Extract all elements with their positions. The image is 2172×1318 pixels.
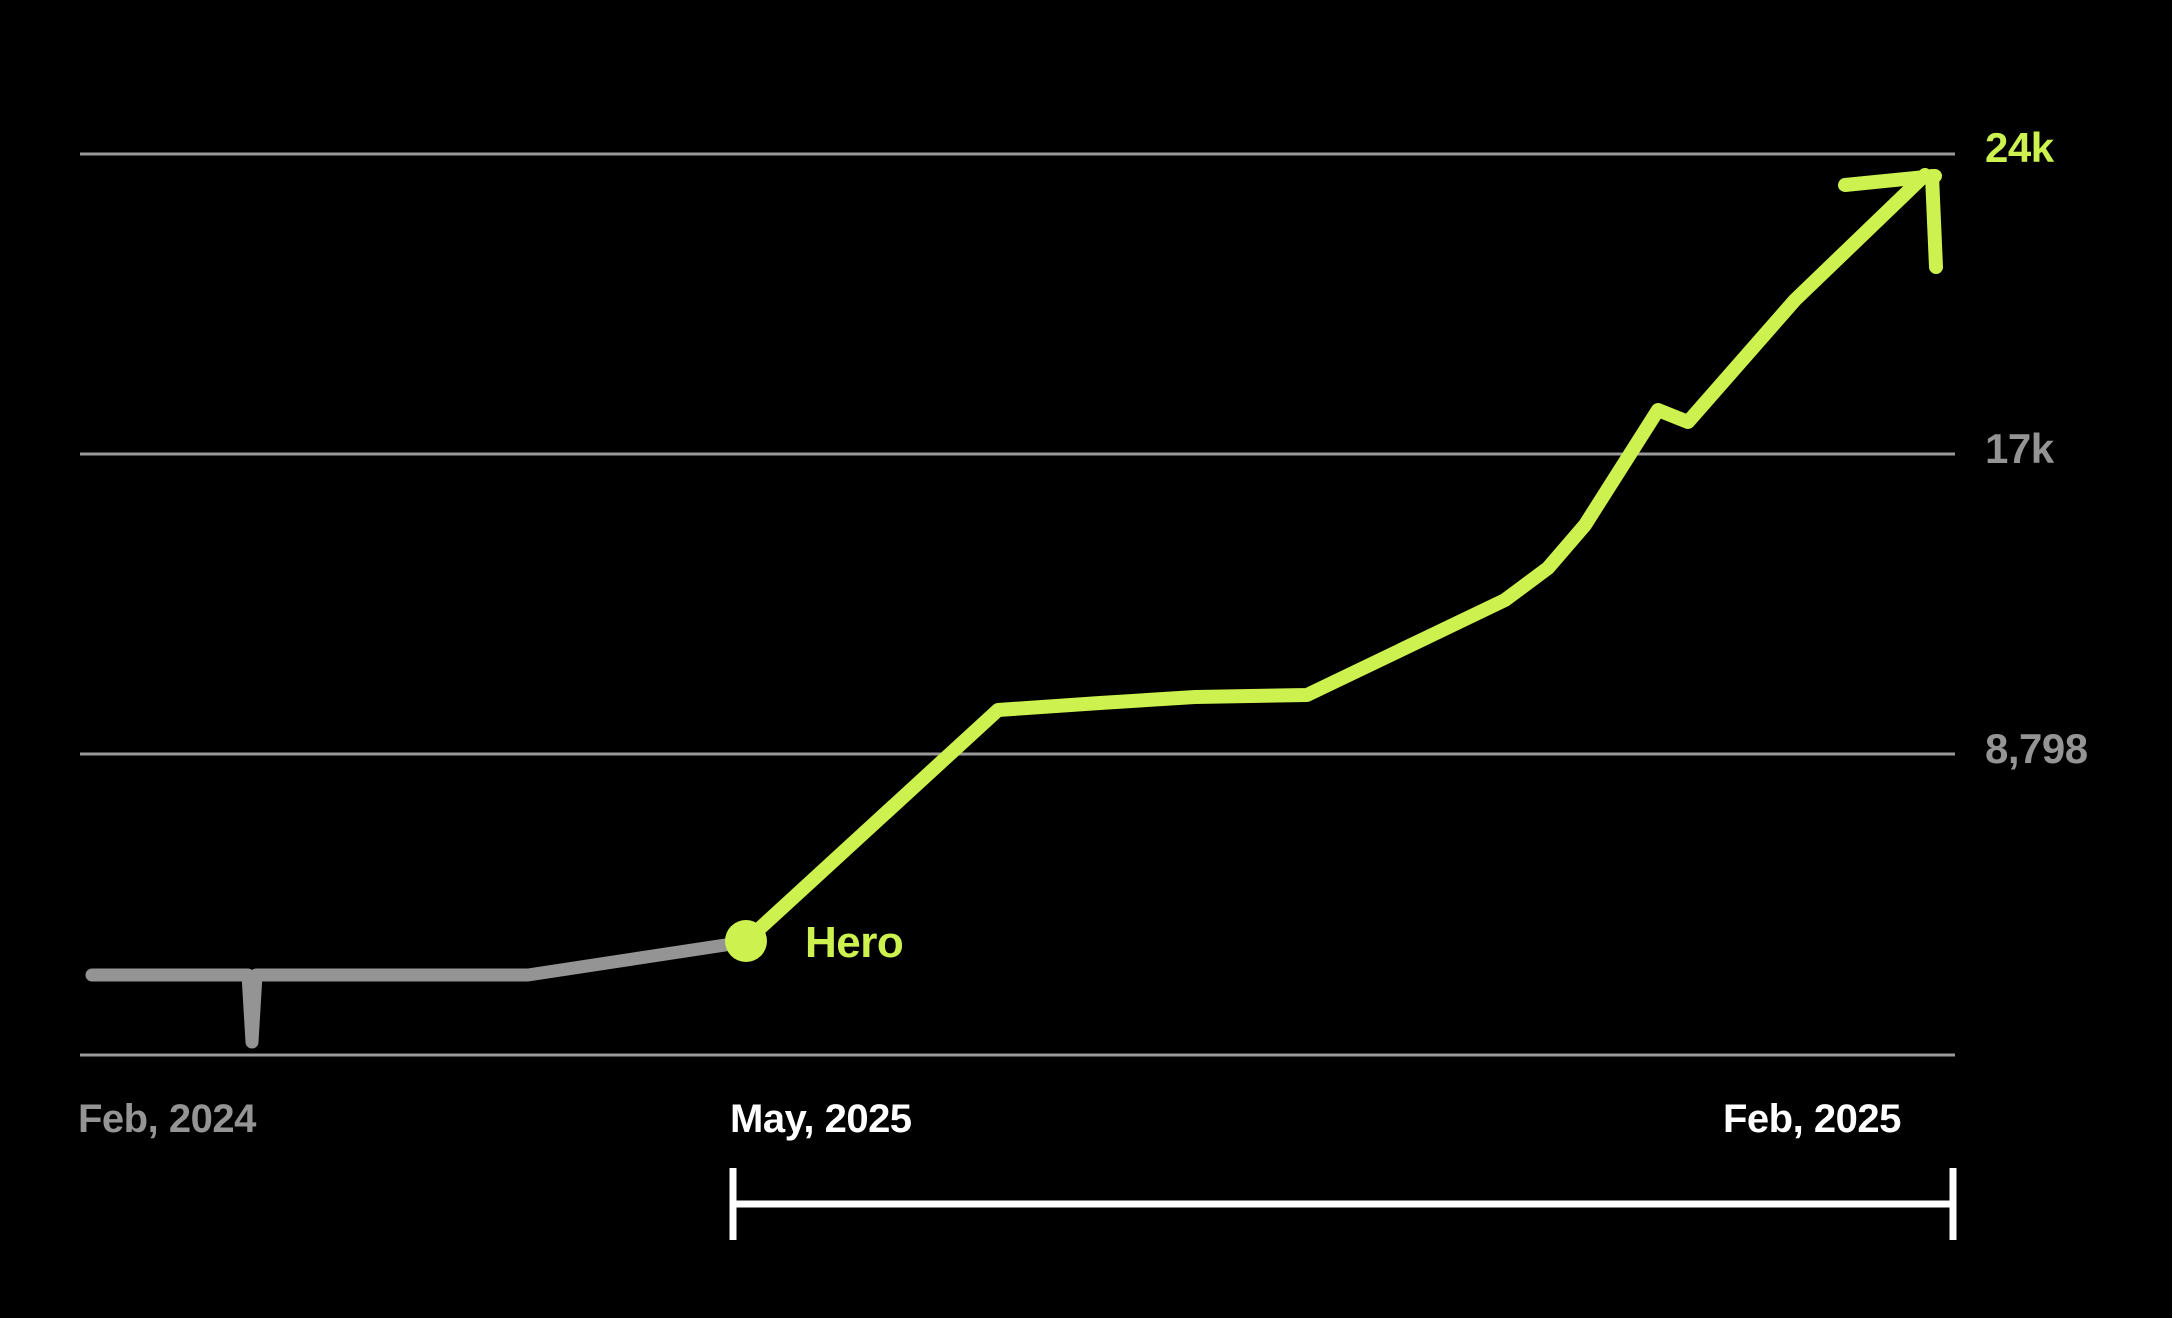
series-line-before-hero [85, 935, 752, 1049]
gridlines [80, 152, 1955, 1057]
x-tick-start: Feb, 2024 [78, 1097, 256, 1141]
y-tick-24k: 24k [1985, 124, 2054, 171]
arrow-up-right-icon [1838, 169, 1943, 274]
hero-point-marker[interactable] [725, 920, 767, 962]
x-tick-middle: May, 2025 [730, 1097, 912, 1141]
x-tick-end: Feb, 2025 [1723, 1097, 1901, 1141]
hero-annotation-label: Hero [805, 918, 904, 967]
range-bracket-icon [729, 1168, 1957, 1240]
y-tick-17k: 17k [1985, 425, 2054, 472]
series-line-after-hero [738, 168, 1932, 949]
y-tick-8798: 8,798 [1985, 725, 2088, 772]
